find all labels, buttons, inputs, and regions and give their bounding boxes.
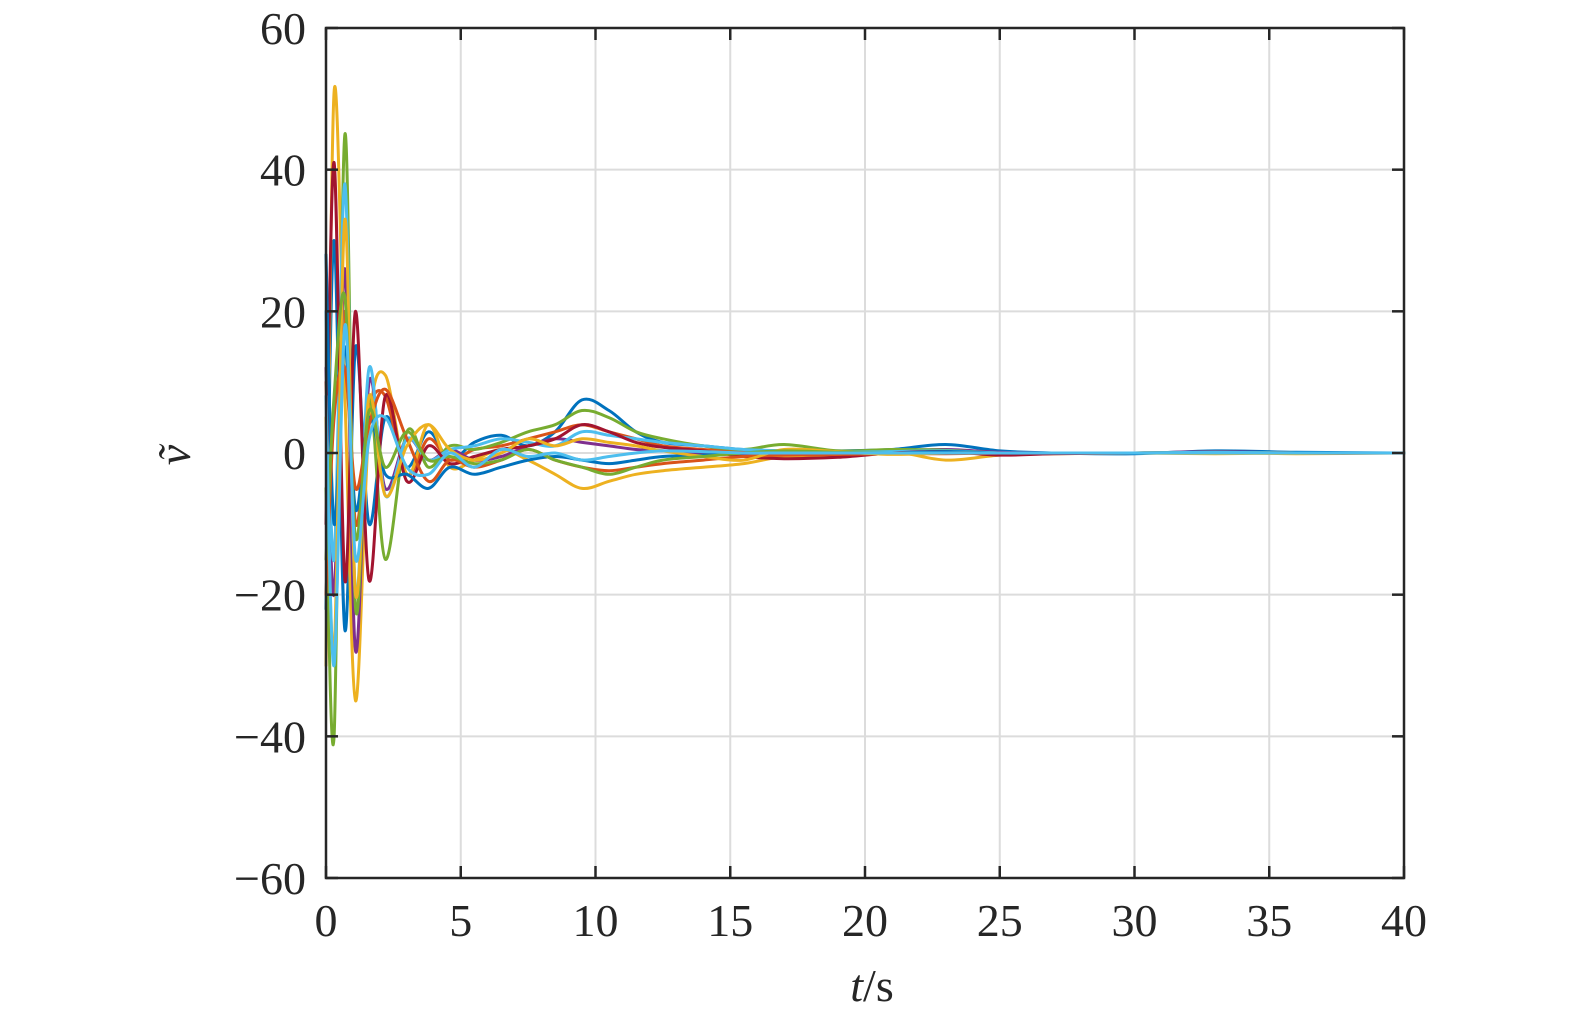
y-tick-label: 40: [260, 145, 306, 196]
series-line-12: [324, 323, 1406, 668]
x-tick-label: 0: [315, 895, 338, 946]
series-layer: [324, 85, 1406, 747]
tick-marks: [324, 26, 1406, 880]
y-tick-label: −60: [234, 853, 306, 904]
y-tick-label: 60: [260, 3, 306, 54]
x-tick-label: 15: [707, 895, 753, 946]
y-tick-label: 20: [260, 286, 306, 337]
y-tick-label: −20: [234, 570, 306, 621]
x-tick-labels: 0 5 10 15 20 25 30 35 40: [315, 895, 1428, 946]
y-tick-label: 0: [283, 428, 306, 479]
x-tick-label: 25: [977, 895, 1023, 946]
x-tick-label: 20: [842, 895, 888, 946]
x-tick-label: 10: [573, 895, 619, 946]
x-tick-label: 35: [1246, 895, 1292, 946]
y-tick-label: −40: [234, 711, 306, 762]
x-tick-label: 5: [449, 895, 472, 946]
y-axis-label: ṽ: [149, 443, 200, 465]
x-tick-label: 30: [1112, 895, 1158, 946]
x-axis-label: t/s: [850, 960, 893, 1011]
x-tick-label: 40: [1381, 895, 1427, 946]
y-tick-labels: −60 −40 −20 0 20 40 60: [234, 3, 306, 904]
